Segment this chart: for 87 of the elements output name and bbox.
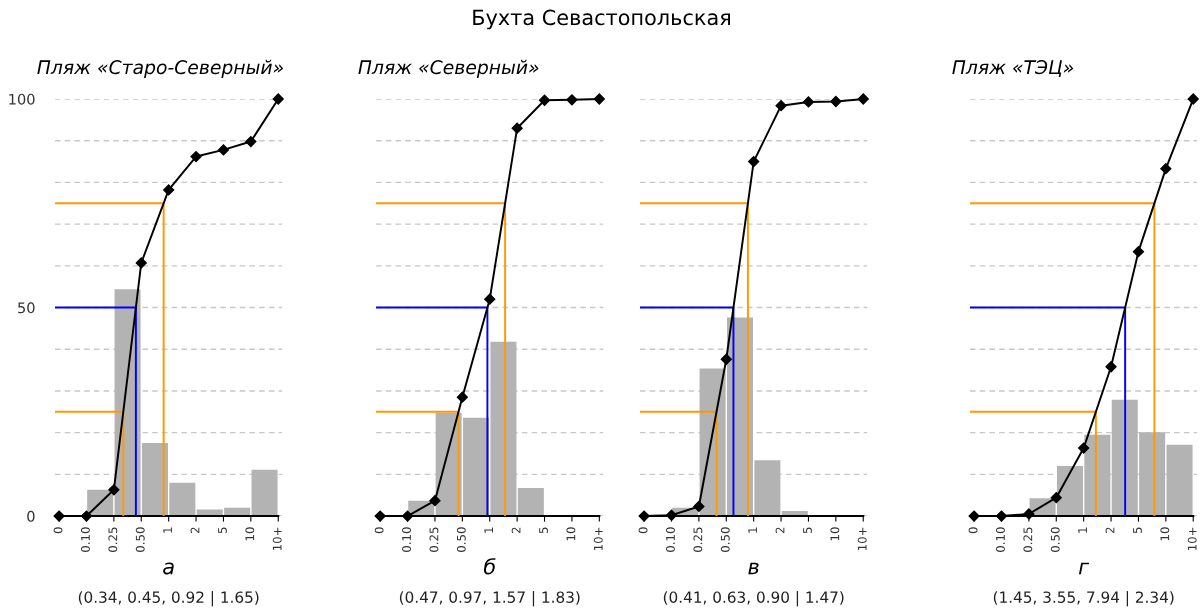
x-tick-label: 10 (566, 527, 576, 541)
x-tick-label: 2 (190, 527, 200, 534)
x-tick-label: 0 (374, 527, 384, 534)
point (272, 93, 284, 105)
text: (1.45, 3.55, 7.94 | 2.34) (993, 591, 1174, 607)
point (566, 94, 578, 106)
point (830, 95, 842, 108)
x-tick-label: 1 (1078, 527, 1087, 533)
point (593, 93, 605, 105)
x-tick-label: 10+ (1187, 527, 1197, 551)
point (135, 257, 147, 269)
point (374, 510, 386, 522)
x-tick-label: 0.25 (429, 527, 439, 552)
x-axis-title: б (483, 557, 496, 575)
point (1187, 93, 1199, 105)
x-tick-label: 0.10 (402, 527, 411, 552)
x-axis-title: в (748, 562, 759, 575)
x-tick-label: 10 (1160, 527, 1170, 541)
x-tick-label: 5 (803, 527, 812, 534)
chart-title: Пляж «Старо-Северный» (37, 59, 283, 78)
x-tick-label: 1 (163, 527, 172, 533)
point (968, 510, 980, 522)
x-tick-label: 10 (830, 527, 840, 541)
point (511, 122, 523, 134)
x-tick-label: 5 (539, 527, 548, 534)
point (401, 510, 414, 522)
x-tick-label: 10+ (857, 527, 867, 551)
x-tick-label: 0 (638, 527, 648, 534)
x-tick-label: 0.10 (995, 527, 1005, 552)
x-tick-label: 5 (218, 527, 227, 534)
x-tick-label: 2 (511, 527, 521, 534)
x-tick-label: 2 (775, 527, 785, 534)
x-tick-label: 10+ (272, 527, 282, 551)
point (665, 509, 678, 521)
point (995, 510, 1008, 522)
point (638, 510, 650, 522)
point (748, 155, 760, 168)
x-tick-label: 5 (1133, 527, 1142, 534)
x-tick-label: 0.50 (456, 527, 466, 552)
point (775, 100, 787, 112)
chart-title: Пляж «Северный» (358, 59, 539, 78)
x-tick-label: 1 (748, 527, 757, 533)
point (429, 495, 441, 507)
x-tick-label: 0.10 (80, 527, 90, 552)
point (163, 184, 175, 196)
x-tick-label: 2 (1105, 527, 1115, 534)
point (693, 500, 705, 513)
point (1160, 163, 1172, 175)
x-tick-label: 0 (968, 527, 978, 534)
text: (0.41, 0.63, 0.90 | 1.47) (663, 591, 844, 607)
point (857, 93, 869, 105)
text: (0.34, 0.45, 0.92 | 1.65) (78, 591, 259, 607)
text: (0.47, 0.97, 1.57 | 1.83) (399, 591, 580, 607)
x-tick-label: 10 (245, 527, 255, 541)
point (108, 484, 120, 496)
point (217, 144, 230, 156)
point (720, 353, 732, 365)
x-axis-title: г (1078, 562, 1090, 575)
point (484, 293, 496, 305)
x-tick-label: 0.50 (720, 527, 730, 552)
x-tick-label: 0.50 (1050, 527, 1060, 552)
point (1023, 508, 1035, 520)
y-tick-label: 50 (18, 302, 35, 314)
point (456, 391, 468, 403)
x-tick-label: 0.10 (665, 527, 675, 552)
point (1105, 361, 1117, 373)
x-tick-label: 0.50 (135, 527, 145, 552)
chart-title: Пляж «ТЭЦ» (952, 60, 1074, 77)
y-tick-label: 0 (27, 510, 35, 522)
point (1078, 442, 1090, 454)
x-tick-label: 10+ (593, 527, 603, 551)
point (802, 96, 815, 108)
x-tick-label: 1 (484, 527, 493, 533)
point (80, 510, 93, 522)
point (190, 150, 202, 163)
point (53, 510, 65, 522)
x-tick-label: 0 (53, 527, 63, 534)
point (1050, 492, 1062, 504)
x-tick-label: 0.25 (1023, 527, 1033, 552)
x-tick-label: 0.25 (693, 527, 703, 552)
y-tick-label: 100 (9, 93, 35, 105)
point (1132, 246, 1145, 258)
x-axis-title: а (163, 562, 174, 575)
x-tick-label: 0.25 (108, 527, 118, 552)
text: Бухта Севастопольская (473, 9, 730, 30)
point (245, 135, 257, 148)
point (538, 94, 551, 106)
